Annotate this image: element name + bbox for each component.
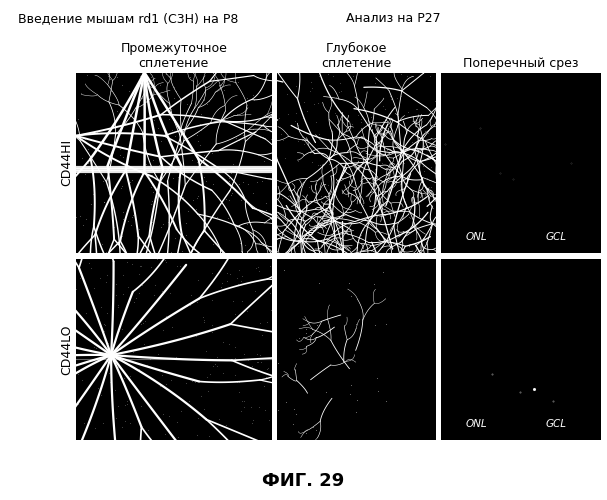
Text: GCL: GCL [546, 419, 567, 429]
Text: CD44HI: CD44HI [60, 140, 73, 186]
Text: CD44LO: CD44LO [60, 324, 73, 375]
Text: Введение мышам rd1 (С3Н) на Р8: Введение мышам rd1 (С3Н) на Р8 [18, 12, 239, 26]
Text: ONL: ONL [466, 232, 487, 242]
Text: Промежуточное
сплетение: Промежуточное сплетение [120, 42, 227, 70]
Text: Поперечный срез: Поперечный срез [463, 57, 579, 70]
Text: ONL: ONL [466, 419, 487, 429]
Text: Анализ на Р27: Анализ на Р27 [346, 12, 441, 26]
Text: Глубокое
сплетение: Глубокое сплетение [321, 42, 392, 70]
Text: ФИГ. 29: ФИГ. 29 [262, 472, 345, 490]
Text: GCL: GCL [546, 232, 567, 242]
